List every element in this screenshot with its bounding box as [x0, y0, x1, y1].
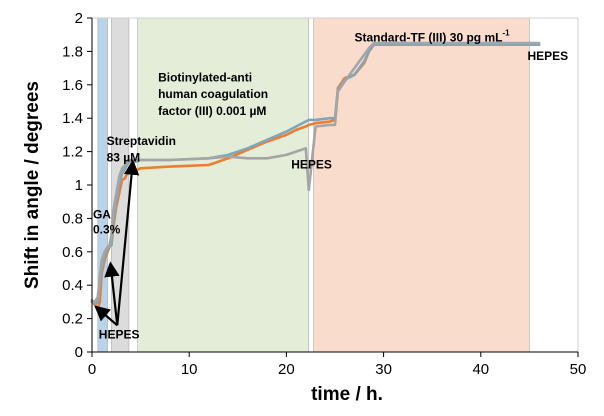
annotation-8: Standard-TF (III) 30 pg mL-1 [354, 28, 510, 44]
y-tick-label: 0.4 [62, 277, 83, 294]
tick-labels: 0 10 20 30 40 50 0 0.2 0.4 0.6 0.8 1 1.2 1.4 1.6 1.8 2 [62, 10, 586, 378]
annotation-4: Biotinylated-anti [158, 70, 252, 84]
annotation-superscript: -1 [502, 28, 510, 37]
annotation-0: GA [93, 207, 111, 221]
x-tick-label: 0 [88, 361, 96, 378]
x-tick-label: 10 [181, 361, 198, 378]
annotation-10: HEPES [99, 328, 140, 342]
y-tick-label: 1 [75, 177, 83, 194]
x-tick-label: 50 [570, 361, 587, 378]
annotation-6: factor (III) 0.001 µM [158, 104, 266, 118]
y-axis-title: Shift in angle / degrees [22, 81, 43, 289]
y-tick-label: 1.6 [62, 77, 83, 94]
shaded-regions [97, 17, 530, 353]
annotation-5: human coagulation [158, 87, 268, 101]
annotation-2: Streptavidin [107, 134, 176, 148]
annotation-7: HEPES [291, 157, 332, 171]
series-layer [90, 41, 541, 310]
x-tick-label: 30 [375, 361, 392, 378]
annotations: GA0.3% Streptavidin 83 µM Biotinylated-anti… [93, 28, 568, 341]
x-tick-label: 40 [472, 361, 489, 378]
x-axis-title: time / h. [311, 384, 383, 405]
annotation-9: HEPES [527, 49, 568, 63]
annotation-1: 0.3% [93, 222, 121, 236]
y-tick-label: 0.8 [62, 210, 83, 227]
arrows [94, 159, 140, 327]
y-tick-label: 1.2 [62, 144, 83, 161]
arrow-2 [116, 159, 140, 326]
y-tick-label: 1.4 [62, 110, 83, 127]
y-tick-label: 0.6 [62, 244, 83, 261]
shaded-region-2 [137, 17, 310, 353]
arrow-1 [104, 261, 120, 326]
series-line-2 [90, 41, 541, 304]
shaded-region-3 [313, 17, 530, 353]
y-tick-label: 0.2 [62, 311, 83, 328]
y-tick-label: 2 [75, 10, 83, 27]
y-tick-label: 1.8 [62, 43, 83, 60]
annotation-3: 83 µM [107, 151, 141, 165]
y-tick-label: 0 [75, 344, 83, 361]
x-tick-label: 20 [278, 361, 295, 378]
arrow-0 [94, 305, 118, 327]
